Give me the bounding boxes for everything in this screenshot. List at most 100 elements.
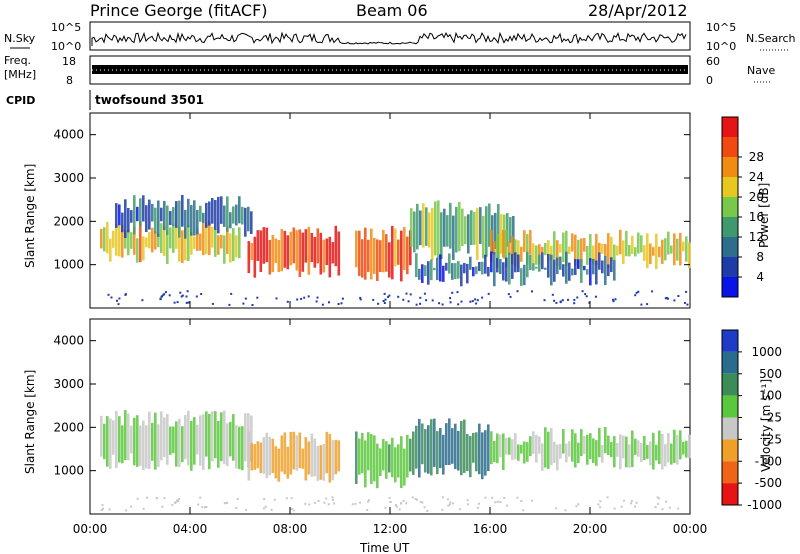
- data-gate-column: [277, 448, 281, 482]
- data-gate-column: [604, 427, 607, 454]
- data-gate-column: [286, 446, 290, 479]
- data-gate-column: [193, 417, 196, 465]
- data-gate-column: [535, 245, 538, 265]
- data-gate-column: [640, 235, 643, 253]
- data-gate-column: [556, 240, 559, 266]
- noise-point: [677, 507, 680, 510]
- noise-point: [308, 503, 311, 506]
- power-data: [100, 195, 691, 306]
- colorbar-tick-label: 24: [749, 170, 764, 184]
- noise-point: [402, 500, 405, 502]
- data-gate-column: [220, 412, 223, 462]
- data-gate-column: [574, 259, 577, 275]
- data-gate-column: [190, 420, 193, 471]
- colorbar-tick-label: -500: [755, 476, 782, 490]
- data-gate-column: [607, 435, 610, 455]
- data-gate-column: [250, 243, 254, 261]
- data-gate-column: [289, 431, 293, 475]
- data-gate-column: [382, 439, 385, 471]
- data-gate-column: [506, 213, 509, 247]
- nsearch-tick-bottom: 10^0: [706, 40, 736, 53]
- noise-point: [359, 298, 362, 301]
- noise-point: [174, 501, 177, 504]
- data-gate-column: [410, 208, 413, 247]
- data-gate-column: [517, 254, 520, 273]
- data-gate-column: [127, 229, 130, 256]
- noise-point: [351, 503, 354, 506]
- data-gate-column: [199, 233, 202, 251]
- data-gate-column: [422, 203, 425, 248]
- data-gate-column: [187, 225, 190, 261]
- data-gate-column: [319, 445, 323, 480]
- power-panel: 1000 2000 3000 4000 Slant Range [km] 4 8 12 16…: [23, 112, 771, 309]
- data-gate-column: [403, 448, 406, 486]
- colorbar-tick-label: 25: [767, 411, 782, 425]
- data-gate-column: [461, 208, 464, 246]
- noise-point: [426, 510, 429, 512]
- data-gate-column: [202, 222, 205, 256]
- data-gate-column: [358, 230, 361, 276]
- data-gate-column: [157, 233, 160, 248]
- y-tick-label: 3000: [53, 377, 84, 391]
- data-gate-column: [148, 411, 151, 469]
- noise-point: [173, 301, 176, 304]
- data-gate-column: [382, 229, 385, 273]
- data-gate-column: [220, 196, 223, 224]
- noise-point: [354, 502, 357, 505]
- data-gate-column: [124, 410, 127, 461]
- noise-point: [531, 290, 533, 293]
- data-gate-column: [685, 236, 688, 262]
- data-gate-column: [391, 225, 394, 280]
- noise-point: [244, 297, 247, 300]
- noise-point: [585, 295, 588, 298]
- noise-point: [161, 505, 164, 508]
- noise-point: [651, 290, 654, 293]
- data-gate-column: [592, 438, 595, 463]
- data-gate-column: [547, 431, 550, 469]
- data-gate-column: [196, 424, 199, 455]
- data-gate-column: [502, 433, 505, 470]
- noise-point: [415, 498, 418, 501]
- data-gate-column: [637, 440, 640, 457]
- data-gate-column: [304, 437, 308, 481]
- noise-point: [285, 497, 288, 500]
- data-gate-column: [364, 227, 367, 280]
- data-gate-column: [130, 425, 133, 454]
- data-gate-column: [496, 257, 499, 273]
- data-gate-column: [334, 225, 338, 267]
- data-gate-column: [295, 230, 299, 271]
- noise-point: [684, 301, 686, 304]
- data-gate-column: [370, 228, 373, 280]
- noise-point: [332, 498, 334, 501]
- noise-point: [211, 302, 214, 305]
- data-gate-column: [541, 252, 544, 270]
- data-gate-column: [154, 412, 157, 470]
- noise-point: [665, 296, 668, 299]
- data-gate-column: [262, 227, 266, 264]
- noise-point: [367, 500, 369, 503]
- data-gate-column: [457, 430, 460, 471]
- noise-point: [531, 499, 534, 502]
- data-gate-column: [508, 437, 511, 455]
- noise-point: [484, 496, 487, 499]
- noise-point: [469, 300, 472, 303]
- data-gate-column: [649, 243, 652, 265]
- data-gate-column: [428, 212, 431, 248]
- data-gate-column: [253, 236, 257, 278]
- velocity-panel: 1000 2000 3000 4000 Slant Range [km] 1000 50…: [23, 318, 782, 515]
- noise-point: [397, 295, 400, 298]
- data-gate-column: [559, 443, 562, 459]
- noise-point: [457, 303, 460, 306]
- noise-point: [130, 505, 133, 508]
- data-gate-column: [331, 440, 335, 481]
- data-gate-column: [127, 413, 130, 461]
- data-gate-column: [208, 413, 211, 470]
- noise-point: [581, 290, 584, 293]
- data-gate-column: [568, 262, 571, 281]
- data-gate-column: [166, 205, 169, 235]
- noise-point: [402, 298, 405, 301]
- data-gate-column: [238, 426, 241, 470]
- data-gate-column: [139, 425, 142, 466]
- data-gate-column: [577, 259, 580, 269]
- data-gate-column: [673, 233, 676, 266]
